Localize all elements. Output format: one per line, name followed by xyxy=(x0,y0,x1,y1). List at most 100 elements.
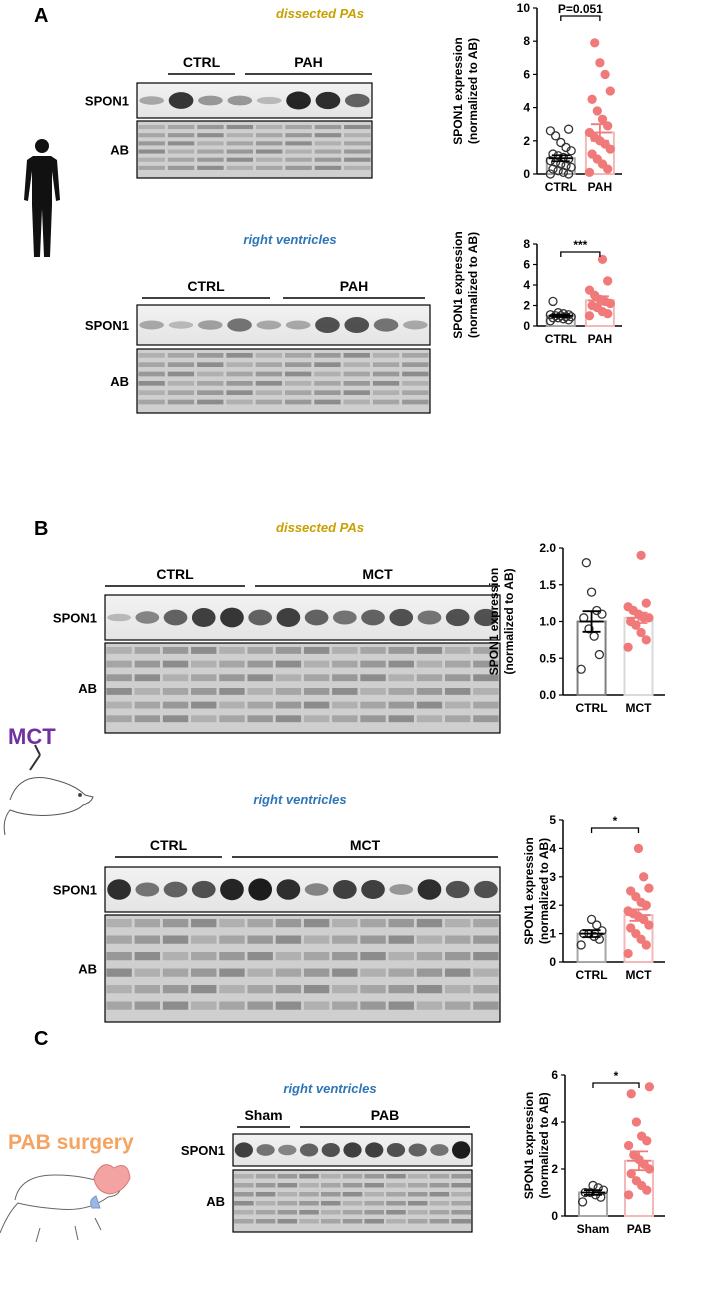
ab-band xyxy=(167,390,195,395)
ab-band xyxy=(332,952,358,961)
x-tick-label: CTRL xyxy=(545,332,577,346)
ab-band xyxy=(197,149,224,154)
ab-band xyxy=(388,688,414,695)
ab-band xyxy=(106,660,132,668)
significance-bracket xyxy=(560,15,601,21)
data-point xyxy=(626,923,636,933)
ab-band xyxy=(407,1192,428,1197)
ab-band xyxy=(444,647,471,654)
x-tick-label: PAH xyxy=(588,180,612,194)
ab-band xyxy=(167,165,195,170)
data-point xyxy=(631,1117,642,1127)
ab-band xyxy=(416,952,443,961)
y-axis-label: SPON1 expression xyxy=(451,231,465,338)
human-icon xyxy=(24,139,60,257)
ab-band xyxy=(226,149,254,154)
band xyxy=(344,93,370,108)
band xyxy=(135,882,160,897)
error-bar xyxy=(548,313,573,318)
ab-band xyxy=(364,1219,385,1224)
error-bar xyxy=(627,1150,651,1172)
ab-band xyxy=(284,362,312,367)
group-label: MCT xyxy=(350,837,381,853)
model-label: PAB surgery xyxy=(8,1131,134,1154)
ab-band xyxy=(364,1210,385,1215)
ab-band xyxy=(360,968,386,977)
ab-band xyxy=(162,1001,189,1010)
error-bar xyxy=(626,908,651,922)
band xyxy=(234,1142,253,1158)
group-label: PAH xyxy=(340,278,369,294)
ab-band xyxy=(138,353,165,358)
x-tick-label: MCT xyxy=(625,968,652,982)
ab-band xyxy=(303,701,330,709)
data-point xyxy=(594,649,605,660)
ab-band xyxy=(275,701,302,709)
data-point xyxy=(566,162,576,173)
band xyxy=(304,609,329,626)
ab-band xyxy=(191,935,217,944)
ab-band xyxy=(167,141,195,146)
ab-band xyxy=(364,1192,385,1197)
data-point xyxy=(639,872,649,882)
y-tick-label: 6 xyxy=(551,1068,558,1082)
band xyxy=(220,607,244,628)
ab-band xyxy=(106,1001,132,1010)
ab-band xyxy=(320,1174,341,1179)
group-label: Sham xyxy=(244,1107,282,1123)
ab-band xyxy=(255,353,283,358)
ab-band xyxy=(303,985,330,994)
band xyxy=(198,95,223,106)
band xyxy=(430,1144,449,1156)
ab-band xyxy=(197,141,224,146)
ab-band xyxy=(255,141,283,146)
ab-band xyxy=(360,985,386,994)
ab-band xyxy=(167,133,195,138)
band xyxy=(373,318,399,332)
ab-band xyxy=(247,715,273,723)
ab-band xyxy=(388,715,414,723)
ab-band xyxy=(197,371,224,377)
data-point xyxy=(590,38,600,48)
row-label: AB xyxy=(78,681,97,696)
ab-band xyxy=(191,985,217,994)
band xyxy=(107,613,131,622)
ab-band xyxy=(388,647,414,654)
ab-band xyxy=(138,125,165,130)
data-point xyxy=(644,1082,655,1092)
ab-band xyxy=(138,141,165,146)
ab-band xyxy=(219,660,245,668)
ab-band xyxy=(429,1192,450,1197)
ab-band xyxy=(444,935,471,944)
ab-band xyxy=(167,399,195,405)
ab-band xyxy=(314,390,341,395)
ab-band xyxy=(162,919,189,928)
ab-band xyxy=(191,701,217,709)
data-point xyxy=(605,86,615,96)
band xyxy=(332,880,357,899)
ab-band xyxy=(444,715,471,723)
ab-band xyxy=(342,1210,363,1215)
band xyxy=(286,91,311,110)
ab-band xyxy=(388,935,414,944)
ab-band xyxy=(429,1174,450,1179)
data-point xyxy=(631,892,641,902)
ab-band xyxy=(106,968,132,977)
ab-band xyxy=(473,674,499,682)
row-label: SPON1 xyxy=(85,94,129,109)
rat-sketch xyxy=(3,744,94,836)
ab-band xyxy=(388,660,414,668)
ab-band xyxy=(162,715,189,723)
ab-band xyxy=(219,968,245,977)
ab-band xyxy=(332,968,358,977)
ab-band xyxy=(386,1219,406,1224)
ab-band xyxy=(162,660,189,668)
ab-band xyxy=(388,985,414,994)
significance-bracket xyxy=(592,1082,640,1088)
ab-band xyxy=(134,688,161,695)
ab-band xyxy=(344,165,371,170)
rat-sketch xyxy=(0,1164,131,1243)
ab-band xyxy=(162,935,189,944)
ab-band xyxy=(407,1174,428,1179)
data-point xyxy=(584,624,594,634)
